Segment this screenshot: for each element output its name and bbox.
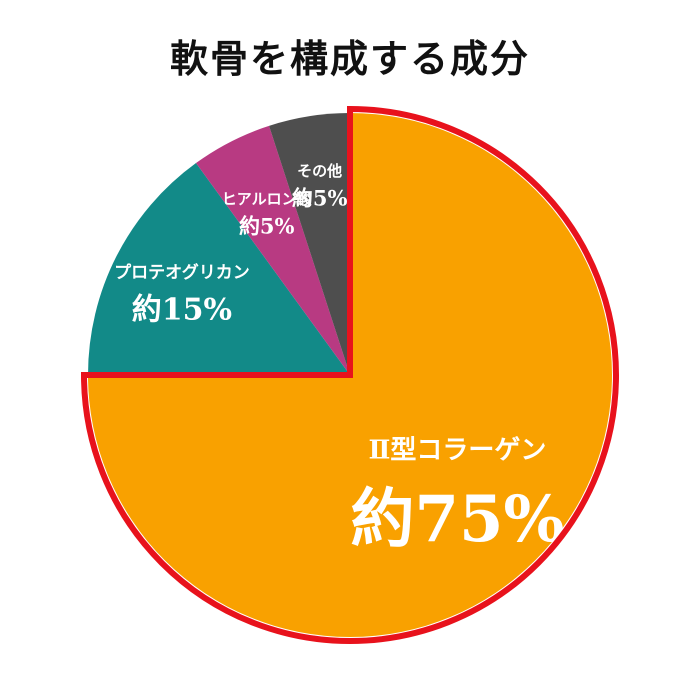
pie-slice-4 xyxy=(269,113,350,375)
pie-slice-2 xyxy=(88,163,350,375)
slice-label-2: プロテオグリカン xyxy=(114,262,250,283)
slice-label-4: その他 xyxy=(297,162,342,180)
slice-label-3: ヒアルロン酸 xyxy=(222,190,313,208)
slice-label-1: Ⅱ型コラーゲン xyxy=(368,435,546,465)
slice-value-4: 約5% xyxy=(292,186,348,211)
slice-value-3: 約5% xyxy=(239,214,295,239)
highlight-outline xyxy=(80,105,619,644)
slice-value-2: 約15% xyxy=(132,292,232,327)
chart-title: 軟骨を構成する成分 xyxy=(169,36,530,81)
pie-slice-3 xyxy=(196,125,350,375)
slice-value-1: 約75% xyxy=(351,482,565,557)
